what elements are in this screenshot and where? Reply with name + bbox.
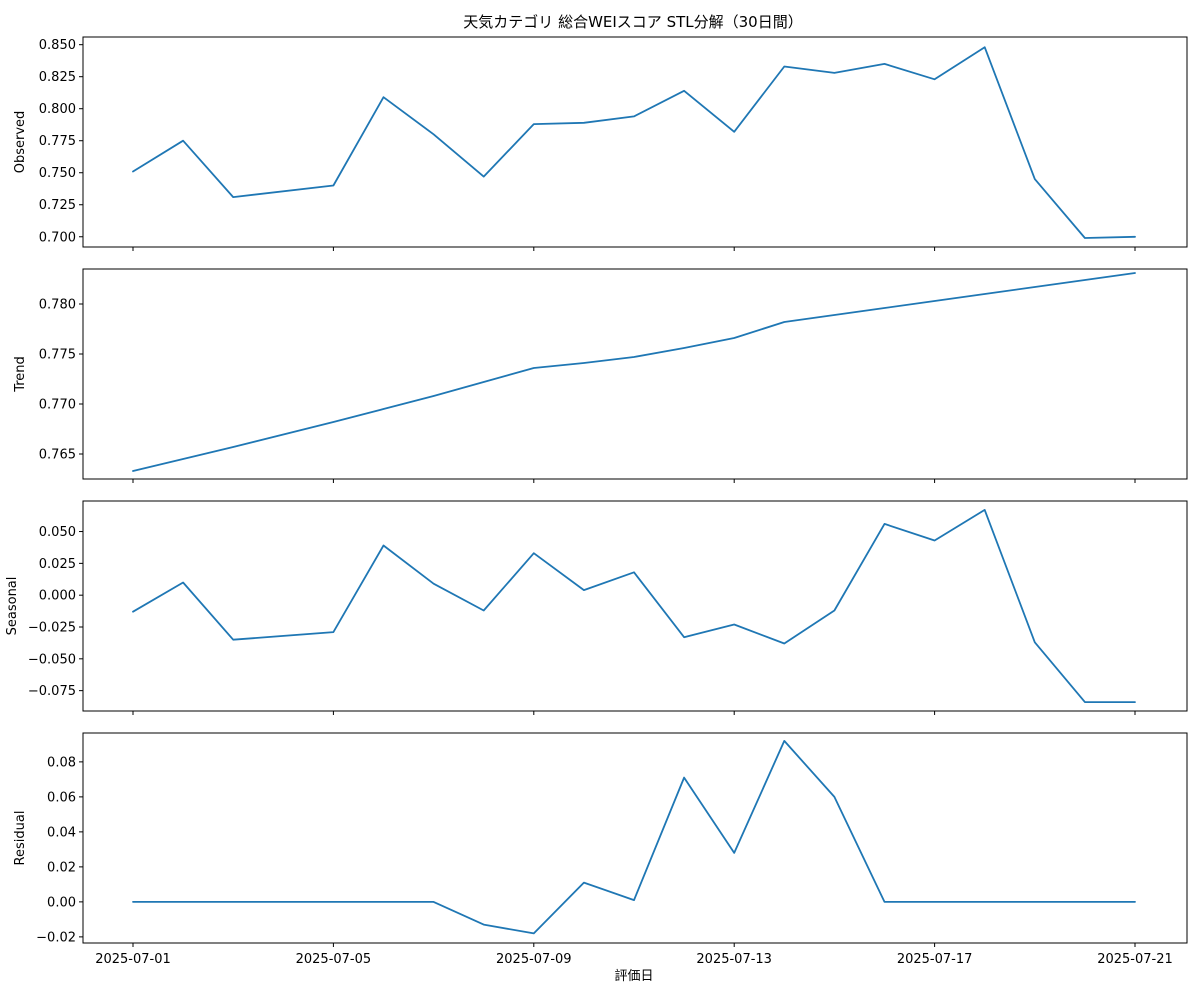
observed-series-line <box>132 46 1136 239</box>
x-tick-label: 2025-07-05 <box>296 952 372 967</box>
residual-ytick-label: 0.02 <box>47 860 76 875</box>
observed-ytick-label: 0.750 <box>39 166 76 181</box>
panel-observed: 0.700 0.725 0.750 0.775 0.800 0.825 0.850 Obser… <box>13 36 1188 251</box>
seasonal-plot-frame <box>82 500 1188 712</box>
observed-ylabel: Observed <box>13 111 28 174</box>
trend-plot-frame <box>82 268 1188 480</box>
residual-ytick-label: 0.00 <box>47 895 76 910</box>
residual-plot-frame <box>82 732 1188 944</box>
trend-ylabel: Trend <box>13 356 28 393</box>
x-axis-label: 評価日 <box>614 969 653 984</box>
observed-ytick-label: 0.700 <box>39 230 76 245</box>
x-tick-label: 2025-07-09 <box>496 952 572 967</box>
seasonal-ylabel: Seasonal <box>5 577 20 636</box>
panel-seasonal: −0.075 −0.050 −0.025 0.000 0.025 0.050 Seasona… <box>5 500 1188 715</box>
residual-ylabel: Residual <box>13 811 28 866</box>
seasonal-series-line <box>132 508 1136 703</box>
trend-ytick-label: 0.780 <box>39 298 76 313</box>
observed-ytick-label: 0.825 <box>39 70 76 85</box>
residual-ytick-label: 0.08 <box>47 755 76 770</box>
seasonal-ytick-label: −0.025 <box>28 621 76 636</box>
seasonal-ytick-label: 0.025 <box>39 557 76 572</box>
residual-ytick-label: 0.04 <box>47 825 76 840</box>
seasonal-ytick-label: 0.000 <box>39 589 76 604</box>
residual-ytick-label: −0.02 <box>36 930 76 945</box>
panel-trend: 0.765 0.770 0.775 0.780 Trend <box>13 268 1188 483</box>
observed-ytick-label: 0.725 <box>39 198 76 213</box>
seasonal-ytick-label: −0.075 <box>28 684 76 699</box>
chart-title: 天気カテゴリ 総合WEIスコア STL分解（30日間） <box>463 13 802 31</box>
x-tick-label: 2025-07-17 <box>897 952 973 967</box>
trend-series-line <box>132 272 1136 472</box>
trend-ytick-label: 0.775 <box>39 348 76 363</box>
observed-ytick-label: 0.800 <box>39 102 76 117</box>
residual-ytick-label: 0.06 <box>47 790 76 805</box>
panels: 0.700 0.725 0.750 0.775 0.800 0.825 0.850 Obser… <box>5 36 1188 947</box>
panel-residual: −0.02 0.00 0.02 0.04 0.06 0.08 Residual <box>13 732 1188 947</box>
observed-ytick-label: 0.850 <box>39 38 76 53</box>
trend-ytick-label: 0.770 <box>39 398 76 413</box>
observed-plot-frame <box>82 36 1188 248</box>
observed-ytick-label: 0.775 <box>39 134 76 149</box>
seasonal-ytick-label: −0.050 <box>28 652 76 667</box>
x-axis: 2025-07-01 2025-07-05 2025-07-09 2025-07-13… <box>95 952 1173 967</box>
x-tick-label: 2025-07-21 <box>1097 952 1173 967</box>
seasonal-ytick-label: 0.050 <box>39 525 76 540</box>
residual-series-line <box>132 740 1136 935</box>
x-tick-label: 2025-07-13 <box>696 952 772 967</box>
trend-ytick-label: 0.765 <box>39 448 76 463</box>
x-tick-label: 2025-07-01 <box>95 952 171 967</box>
